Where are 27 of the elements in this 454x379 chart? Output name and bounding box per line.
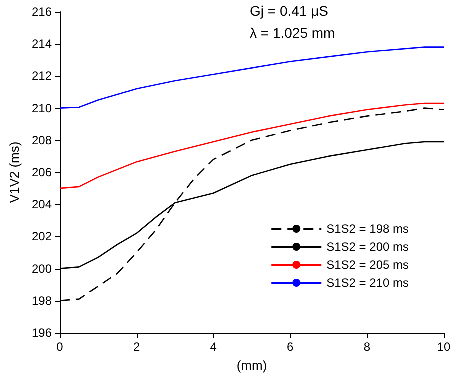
- x-tick-label: 6: [287, 340, 294, 354]
- annotation: λ = 1.025 mm: [250, 25, 336, 41]
- x-tick-label: 0: [56, 340, 64, 354]
- x-tick-label: 4: [210, 340, 218, 354]
- annotation: Gj = 0.41 μS: [250, 3, 328, 19]
- y-tick-label: 216: [32, 5, 52, 19]
- y-tick-label: 196: [32, 326, 52, 340]
- x-axis-title: (mm): [236, 358, 268, 373]
- y-tick-label: 198: [32, 294, 52, 308]
- y-axis-title: V1V2 (ms): [7, 142, 22, 204]
- line-series: [59, 46, 445, 109]
- legend-label: S1S2 = 200 ms: [326, 240, 410, 254]
- y-tick-label: 204: [32, 198, 52, 212]
- y-tick-label: 212: [32, 69, 52, 84]
- y-tick-label: 208: [32, 133, 52, 148]
- legend-label: S1S2 = 210 ms: [326, 276, 410, 290]
- x-tick-label: 10: [437, 340, 451, 354]
- legend-label: S1S2 = 198 ms: [326, 222, 410, 236]
- y-tick-label: 202: [32, 230, 52, 244]
- y-tick-label: 200: [32, 262, 52, 276]
- x-tick-label: 8: [364, 340, 371, 354]
- legend-label: S1S2 = 205 ms: [326, 258, 410, 272]
- y-tick-label: 214: [32, 37, 52, 52]
- line-series: [59, 102, 445, 190]
- y-tick-label: 210: [32, 101, 52, 116]
- y-tick-label: 206: [32, 166, 52, 180]
- x-tick-label: 2: [133, 340, 140, 354]
